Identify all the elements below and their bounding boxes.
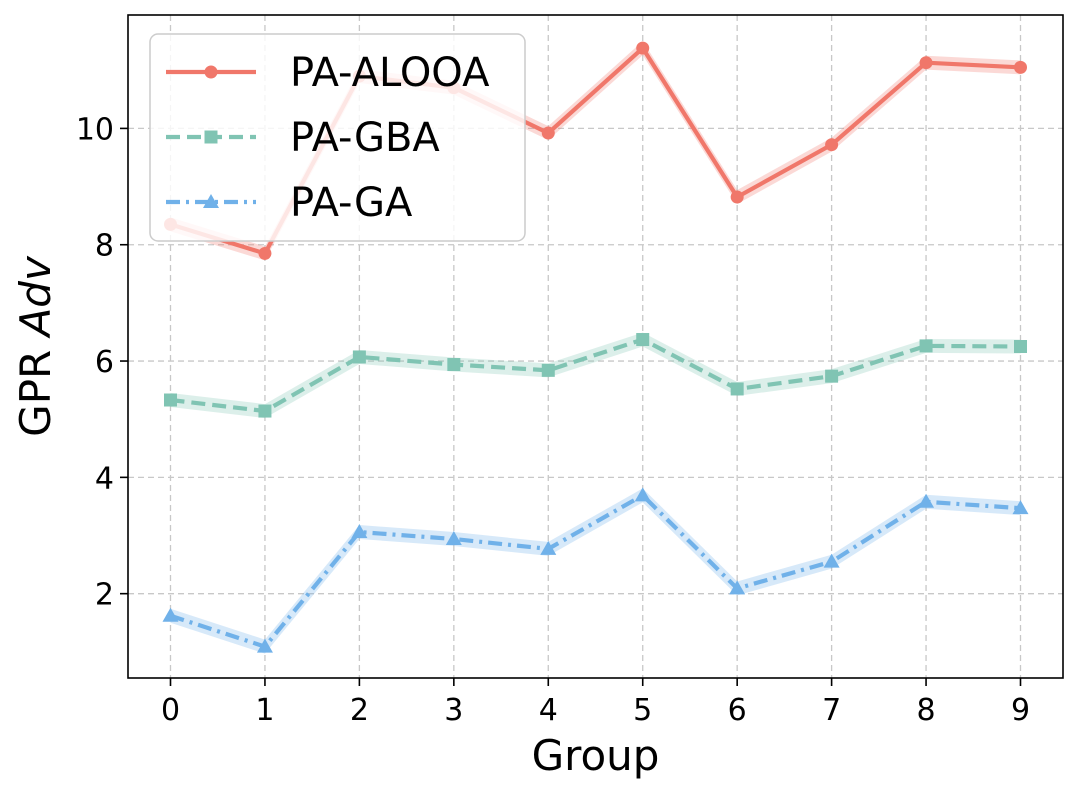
legend-box (149, 33, 526, 242)
pa-gba-point (541, 363, 555, 377)
x-axis-title: Group (532, 731, 660, 780)
legend-pa-gba-label: PA-GBA (290, 115, 440, 161)
pa-alooa-point (919, 56, 933, 70)
legend-pa-alooa-marker (204, 65, 218, 79)
x-tick-label: 6 (728, 693, 747, 728)
pa-alooa-point (730, 190, 744, 204)
x-tick-label: 5 (633, 693, 652, 728)
plot-frame (127, 14, 1064, 679)
pa-gba-band (170, 332, 1021, 419)
pa-alooa-point (541, 126, 555, 140)
pa-alooa-point (825, 138, 839, 152)
pa-ga-line (169, 493, 1021, 649)
y-tick-label: 2 (95, 578, 114, 613)
y-axis-title-italic: Adv (11, 255, 60, 339)
x-tick-label: 8 (917, 693, 936, 728)
pa-gba-point (258, 404, 272, 418)
pa-gba-point (919, 339, 933, 353)
legend: PA-ALOOA PA-GBA PA-GA (149, 33, 526, 242)
pa-gba-point (352, 350, 366, 364)
y-axis-title: GPR Adv (11, 255, 60, 437)
legend-pa-ga-marker (203, 194, 219, 208)
y-tick-label: 4 (95, 461, 114, 496)
y-tick-label: 8 (95, 229, 114, 264)
x-tick-label: 1 (255, 693, 274, 728)
x-tick-label: 2 (350, 693, 369, 728)
pa-ga-point (162, 607, 179, 622)
series-markers (162, 41, 1029, 653)
pa-gba-line (170, 337, 1021, 414)
pa-ga-point (1012, 500, 1029, 515)
x-tick-label: 7 (822, 693, 841, 728)
pa-gba-point (825, 369, 839, 383)
pa-ga-point (729, 580, 746, 595)
axis-ticks: 0 1 2 3 4 5 6 7 8 9 2 4 6 8 10 (76, 112, 1030, 728)
legend-pa-ga-label: PA-GA (290, 180, 413, 226)
x-tick-label: 4 (539, 693, 558, 728)
y-tick-label: 10 (76, 112, 114, 147)
pa-gba-point (1014, 340, 1027, 353)
pa-ga-point (540, 540, 557, 555)
pa-gba-point (164, 393, 177, 407)
pa-ga-point (823, 553, 840, 568)
x-tick-label: 0 (161, 693, 180, 728)
pa-alooa-point (636, 41, 650, 55)
legend-pa-gba-marker (204, 130, 218, 144)
pa-alooa-point (1014, 60, 1027, 74)
pa-ga-point (445, 531, 462, 546)
pa-gba-point (447, 358, 461, 372)
pa-ga-point (918, 493, 935, 508)
legend-pa-alooa-label: PA-ALOOA (290, 50, 490, 96)
x-tick-label: 9 (1011, 693, 1030, 728)
y-tick-label: 6 (95, 345, 114, 380)
pa-gba-point (730, 382, 744, 396)
pa-ga-point (351, 524, 368, 539)
y-axis-title-prefix: GPR (11, 336, 60, 436)
x-tick-label: 3 (444, 693, 463, 728)
pa-ga-point (634, 487, 651, 502)
pa-ga-band (170, 488, 1021, 654)
pa-alooa-point (258, 246, 272, 260)
pa-gba-point (636, 333, 650, 347)
pa-ga-point (256, 638, 273, 653)
